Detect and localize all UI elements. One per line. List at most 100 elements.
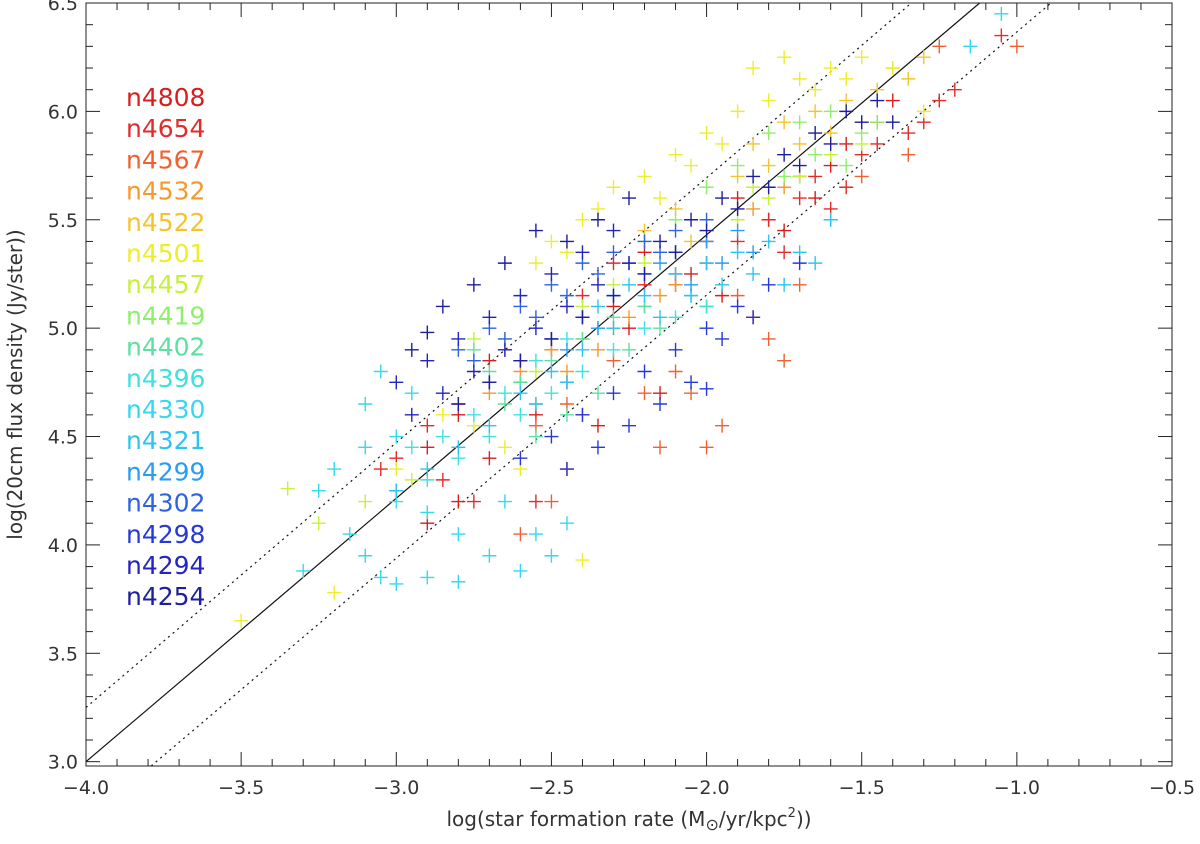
- legend-entry: n4302: [126, 489, 205, 518]
- legend-entry: n4402: [126, 333, 205, 362]
- data-point: [637, 234, 652, 249]
- data-point: [622, 277, 636, 292]
- data-point: [746, 61, 761, 76]
- data-point: [668, 245, 683, 260]
- data-point: [373, 462, 388, 477]
- data-point: [280, 481, 295, 496]
- data-point: [466, 494, 481, 509]
- data-point: [544, 386, 559, 401]
- data-point: [358, 440, 373, 455]
- data-point: [885, 93, 900, 108]
- data-point: [885, 61, 900, 76]
- data-point: [777, 353, 792, 368]
- data-point: [622, 342, 636, 357]
- data-point: [451, 440, 466, 455]
- data-point: [606, 321, 621, 336]
- data-point: [637, 266, 652, 281]
- data-point: [684, 277, 699, 292]
- data-point: [451, 527, 466, 542]
- data-point: [420, 418, 435, 433]
- data-point: [575, 310, 590, 325]
- dotted-fit-line-1: [86, 3, 912, 708]
- series-n4532: [482, 180, 792, 412]
- data-point: [559, 234, 574, 249]
- data-point: [994, 28, 1009, 43]
- data-point: [715, 277, 730, 292]
- data-point: [528, 429, 543, 444]
- data-point: [854, 169, 869, 184]
- data-point: [653, 191, 668, 206]
- data-point: [746, 201, 761, 216]
- data-point: [513, 386, 528, 401]
- data-point: [311, 516, 326, 531]
- data-point: [777, 245, 792, 260]
- data-point: [699, 223, 714, 238]
- data-point: [451, 397, 466, 412]
- data-point: [730, 104, 745, 119]
- data-point: [404, 386, 419, 401]
- y-tick-label: 5.5: [48, 210, 78, 232]
- data-point: [777, 147, 792, 162]
- data-point: [761, 180, 776, 195]
- data-point: [715, 418, 730, 433]
- data-point: [653, 310, 668, 325]
- data-point: [870, 93, 885, 108]
- data-point: [730, 201, 745, 216]
- data-point: [435, 386, 450, 401]
- data-point: [637, 386, 652, 401]
- data-point: [544, 364, 559, 379]
- x-tick-label: −3.0: [373, 777, 419, 799]
- data-point: [404, 342, 419, 357]
- data-point: [777, 115, 792, 130]
- data-point: [497, 386, 512, 401]
- x-tick-label: −2.5: [528, 777, 574, 799]
- legend-entry: n4330: [126, 395, 205, 424]
- data-point: [854, 50, 869, 65]
- legend-entry: n4532: [126, 177, 205, 206]
- data-point: [746, 310, 761, 325]
- legend-entry: n4396: [126, 364, 205, 393]
- data-point: [684, 158, 699, 173]
- data-point: [668, 342, 683, 357]
- x-tick-label: −3.5: [218, 777, 264, 799]
- data-point: [808, 147, 823, 162]
- data-point: [497, 256, 512, 271]
- data-point: [637, 169, 652, 184]
- data-point: [932, 93, 947, 108]
- legend-entry: n4294: [126, 551, 205, 580]
- legend-entry: n4654: [126, 114, 205, 143]
- x-tick-label: −4.0: [63, 777, 109, 799]
- data-point: [761, 126, 776, 141]
- data-point: [590, 277, 605, 292]
- data-point: [808, 191, 823, 206]
- data-point: [575, 407, 590, 422]
- solar-symbol: ⊙: [705, 815, 718, 834]
- data-point: [482, 548, 497, 563]
- data-point: [699, 321, 714, 336]
- y-tick-label: 3.0: [48, 752, 78, 774]
- data-point: [404, 440, 419, 455]
- data-point: [947, 82, 962, 97]
- data-point: [823, 61, 838, 76]
- data-point: [590, 418, 605, 433]
- data-point: [482, 418, 497, 433]
- data-point: [730, 245, 745, 260]
- series-n4321: [389, 212, 838, 498]
- data-point: [544, 234, 559, 249]
- data-point: [435, 299, 450, 314]
- data-point: [559, 516, 574, 531]
- legend-entry: n4419: [126, 301, 205, 330]
- data-point: [513, 288, 528, 303]
- data-point: [730, 299, 745, 314]
- data-point: [777, 277, 792, 292]
- data-point: [777, 50, 792, 65]
- data-point: [513, 353, 528, 368]
- data-point: [761, 331, 776, 346]
- data-point: [761, 277, 776, 292]
- data-point: [699, 180, 714, 195]
- data-point: [528, 494, 543, 509]
- x-tick-label: −1.5: [839, 777, 885, 799]
- data-point: [730, 158, 745, 173]
- data-point: [637, 288, 652, 303]
- data-point: [746, 266, 761, 281]
